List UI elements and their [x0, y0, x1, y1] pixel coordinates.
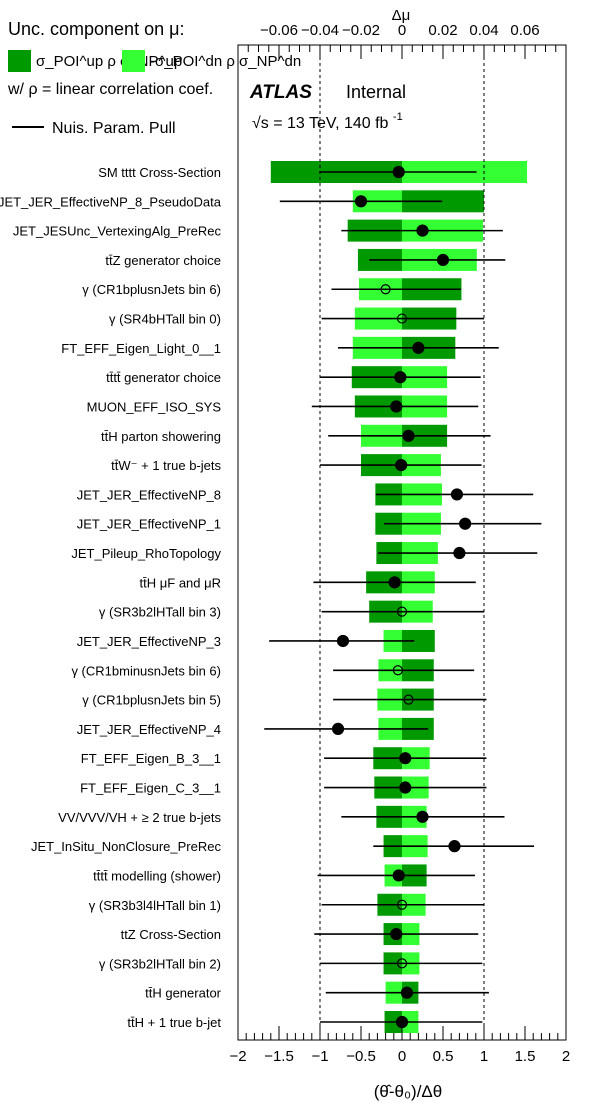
parameter-label: JET_InSitu_NonClosure_PreRec [31, 839, 222, 854]
legend-pull-label: Nuis. Param. Pull [52, 120, 176, 137]
pull-marker [395, 1015, 409, 1029]
top-axis-ticks: −0.06 −0.04 −0.02 0 0.02 0.04 0.06 [237, 22, 567, 59]
pull-marker [402, 429, 415, 442]
legend-dn-swatch [122, 50, 145, 72]
atlas-energy: √s = 13 TeV, 140 fb -1 [252, 111, 403, 132]
top-tick-label: 0.06 [510, 22, 539, 39]
parameter-label: tt̄H generator [145, 986, 222, 1001]
pull-marker [394, 371, 407, 384]
legend: Unc. component on μ: σ_POI^up ρ σ_NP^up … [7, 19, 301, 137]
atlas-label: ATLAS Internal √s = 13 TeV, 140 fb -1 [249, 82, 406, 132]
pull-marker [400, 986, 414, 999]
pull-marker [392, 869, 405, 882]
parameter-label: tt̄H + 1 true b-jet [127, 1015, 221, 1030]
pull-marker [396, 958, 408, 969]
pull-marker [450, 488, 464, 501]
parameter-label: FT_EFF_Eigen_Light_0__1 [61, 341, 221, 356]
parameter-label: γ (SR4bHTall bin 0) [109, 312, 221, 327]
parameter-label: VV/VVV/VH + ≥ 2 true b-jets [58, 810, 221, 825]
atlas-status: Internal [346, 82, 406, 102]
pull-marker [336, 634, 350, 648]
pull-marker [459, 517, 472, 530]
parameter-label: JET_JER_EffectiveNP_1 [77, 517, 221, 532]
bottom-tick-label: 0.5 [433, 1048, 454, 1065]
parameter-label: MUON_EFF_ISO_SYS [87, 399, 222, 414]
parameter-label: γ (SR3b2lHTall bin 3) [99, 605, 221, 620]
parameter-label: γ (SR3b2lHTall bin 2) [99, 956, 221, 971]
pull-marker [399, 752, 412, 765]
legend-dn-label: -σ_POI^dn ρ σ_NP^dn [150, 53, 301, 70]
bottom-tick-label: −0.5 [346, 1048, 376, 1065]
parameter-label: FT_EFF_Eigen_B_3__1 [81, 751, 221, 766]
parameter-label: tt̄H parton showering [101, 429, 221, 444]
pull-marker [416, 224, 429, 237]
parameter-label: FT_EFF_Eigen_C_3__1 [80, 781, 221, 796]
pull-marker [395, 459, 408, 472]
atlas-brand: ATLAS [249, 82, 312, 103]
parameter-label: SM tttt Cross-Section [98, 165, 221, 180]
reference-lines [319, 45, 485, 1040]
top-tick-label: 0.04 [469, 22, 498, 39]
pull-markers [264, 165, 542, 1029]
pull-marker [392, 165, 405, 179]
parameter-label: JET_JESUnc_VertexingAlg_PreRec [13, 224, 222, 239]
parameter-label: JET_JER_EffectiveNP_4 [77, 722, 221, 737]
bottom-tick-label: 0 [398, 1048, 406, 1065]
parameter-label: tt̄tt̄ modelling (shower) [93, 868, 221, 883]
pull-marker [453, 546, 466, 560]
pull-marker [354, 195, 368, 208]
legend-header: Unc. component on μ: [8, 19, 184, 39]
parameter-label: JET_JER_EffectiveNP_8 [77, 487, 221, 502]
pull-marker [390, 927, 403, 941]
parameter-label: tt̄W⁻ + 1 true b-jets [111, 458, 221, 473]
parameter-label: JET_JER_EffectiveNP_3 [77, 634, 221, 649]
pull-marker [436, 253, 450, 267]
top-axis-title: Δμ [392, 7, 411, 24]
top-tick-label: −0.04 [301, 22, 339, 39]
bottom-tick-label: 1 [480, 1048, 488, 1065]
parameter-label: tt̄Z generator choice [105, 253, 221, 268]
bottom-tick-label: −1 [311, 1048, 328, 1065]
parameter-label: γ (CR1bplusnJets bin 5) [82, 693, 221, 708]
pull-marker [403, 694, 414, 705]
legend-up-swatch [8, 50, 31, 72]
bottom-axis-title: (θ̂-θ₀)/Δθ [374, 1082, 442, 1101]
parameter-label: γ (SR3b3l4lHTall bin 1) [89, 898, 221, 913]
pull-marker [388, 576, 401, 589]
pull-marker [396, 313, 408, 324]
parameter-label: γ (CR1bminusnJets bin 6) [71, 663, 221, 678]
parameter-label: JET_JER_EffectiveNP_8_PseudoData [0, 194, 222, 209]
pull-marker [399, 781, 412, 794]
legend-rho-note: w/ ρ = linear correlation coef. [7, 81, 213, 98]
top-tick-label: −0.02 [342, 22, 380, 39]
pull-marker [416, 810, 429, 823]
bottom-tick-label: 1.5 [515, 1048, 536, 1065]
parameter-label: tt̄H μF and μR [140, 575, 221, 590]
pull-marker [331, 722, 345, 735]
parameter-label: tt̄tt̄ generator choice [106, 370, 221, 385]
top-tick-label: 0.02 [428, 22, 457, 39]
top-tick-label: 0 [398, 22, 406, 39]
pull-marker [412, 341, 425, 354]
bottom-tick-label: −1.5 [264, 1048, 294, 1065]
pull-marker [392, 665, 403, 676]
pull-marker [380, 284, 391, 295]
bottom-tick-label: 2 [562, 1048, 570, 1065]
atlas-energy-sup: -1 [393, 111, 403, 123]
parameter-label: ttZ Cross-Section [121, 927, 221, 942]
top-tick-label: −0.06 [260, 22, 298, 39]
bottom-tick-label: −2 [229, 1048, 246, 1065]
pull-marker [448, 840, 461, 853]
parameter-label: JET_Pileup_RhoTopology [71, 546, 221, 561]
impact-bar-up [402, 190, 484, 213]
bottom-axis-ticks: −2 −1.5 −1 −0.5 0 0.5 1 1.5 2 [229, 1026, 570, 1065]
pull-marker [396, 899, 408, 910]
legend-up-label: σ_POI^up ρ σ_NP^up [36, 53, 182, 70]
parameter-labels: SM tttt Cross-Section JET_JER_EffectiveNP… [0, 165, 222, 1030]
pull-marker [396, 606, 408, 617]
parameter-label: γ (CR1bplusnJets bin 6) [82, 282, 221, 297]
pull-marker [390, 400, 403, 413]
impact-bar-up [402, 629, 435, 652]
